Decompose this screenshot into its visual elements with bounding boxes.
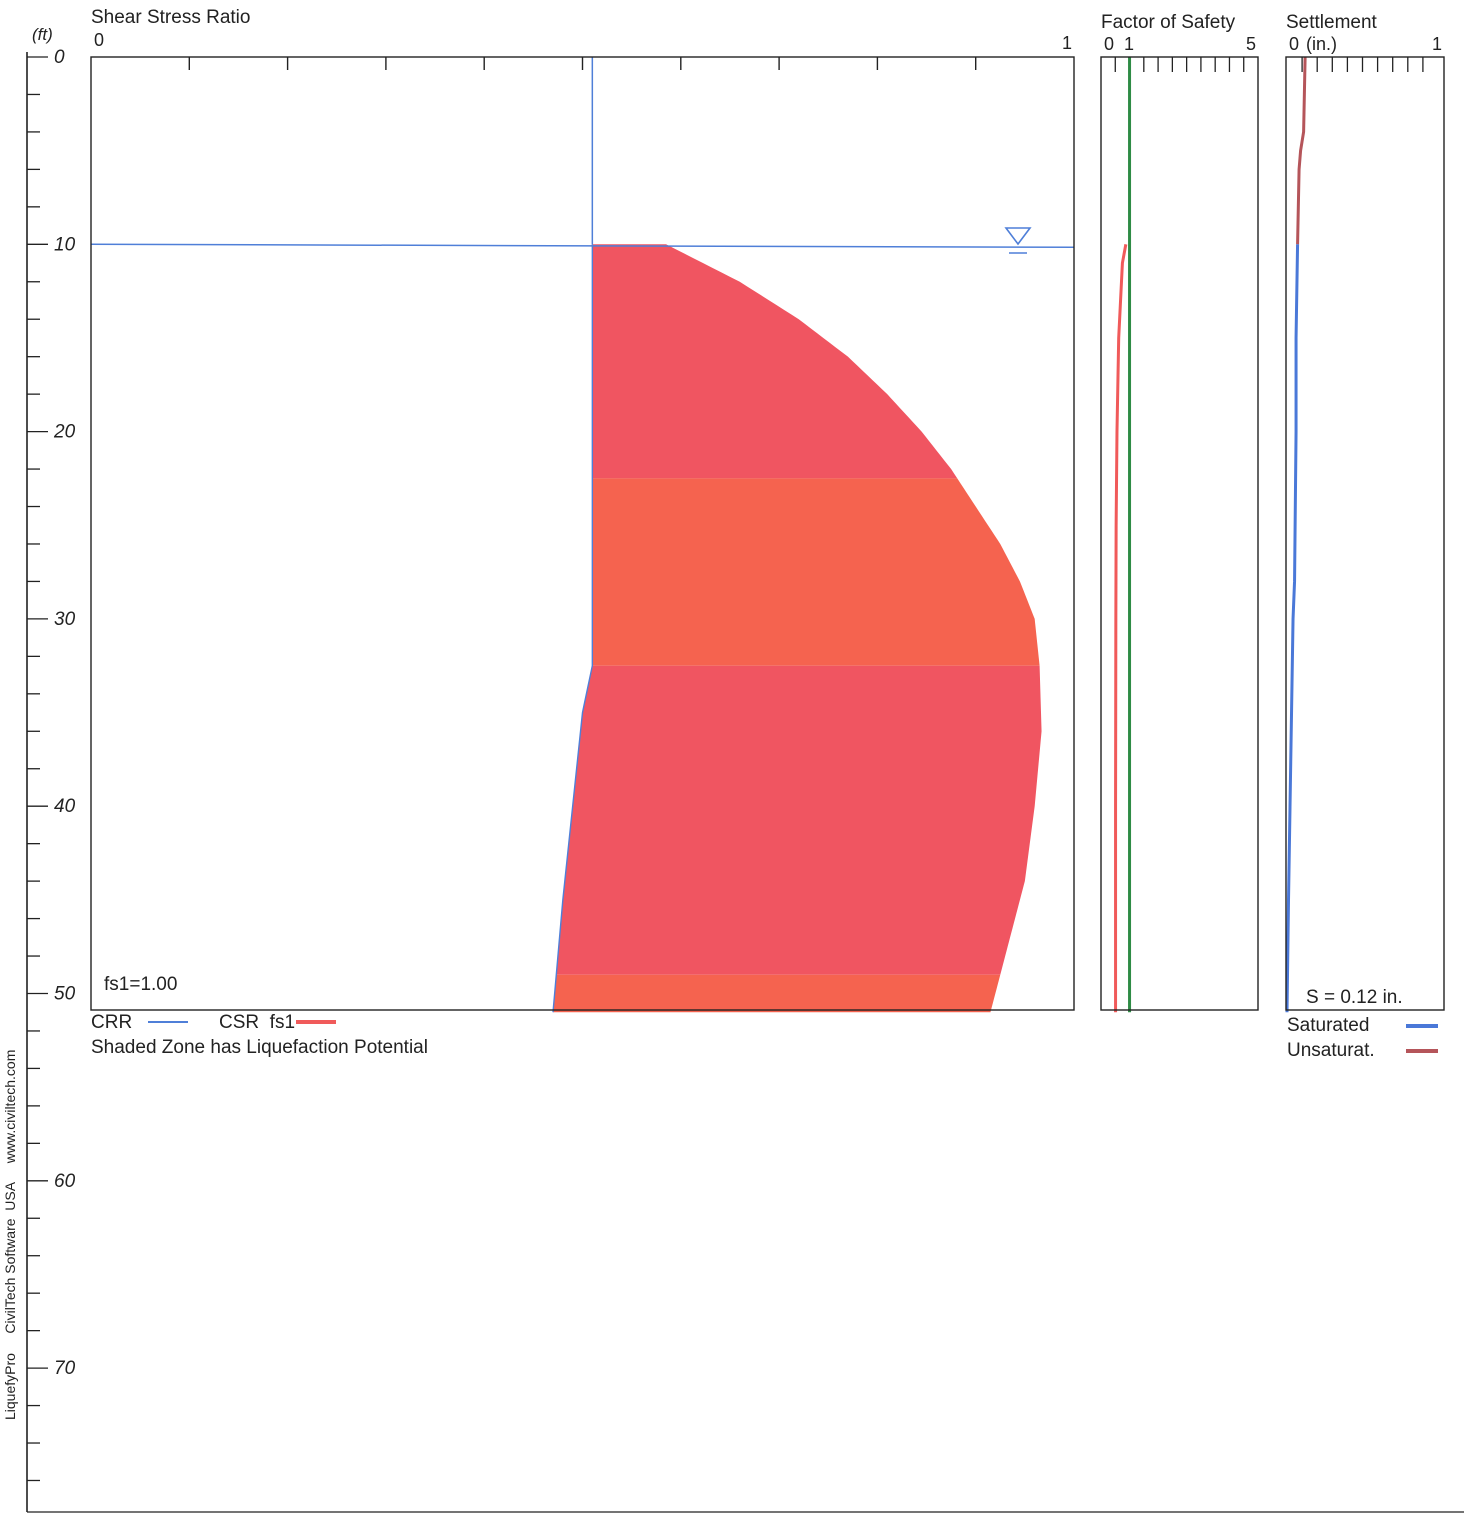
depth-tick-label: 20 <box>53 422 76 443</box>
settlement-legend: Saturated Unsaturat. <box>1287 1015 1438 1061</box>
shear-x-ticks <box>188 57 977 70</box>
water-table-line <box>90 243 1075 249</box>
crr-line-lower <box>552 244 594 1013</box>
settlement-series-line <box>1296 56 1307 245</box>
depth-unit-label: (ft) <box>32 25 53 44</box>
crr-lines <box>90 57 1075 1013</box>
depth-tick-label: 40 <box>54 796 76 817</box>
settlement-x-tick-label-0: 0 <box>1289 34 1299 54</box>
shaded-zone-caption: Shaded Zone has Liquefaction Potential <box>91 1037 428 1058</box>
liquefaction-shade-band <box>592 478 1040 666</box>
fos-series-line <box>1114 244 1128 1013</box>
legend-csr-label: CSR fs1 <box>219 1012 295 1033</box>
shear-x-tick-label-1: 1 <box>1062 33 1072 53</box>
fs1-annotation: fs1=1.00 <box>104 974 177 995</box>
shear-chart-title: Shear Stress Ratio <box>91 7 250 28</box>
legend-unsaturated-label: Unsaturat. <box>1287 1040 1375 1061</box>
software-credit-text: LiquefyPro CivilTech Software USA www.ci… <box>2 1049 18 1420</box>
fos-x-tick-label-1: 1 <box>1124 34 1134 54</box>
shear-plot-frame <box>90 56 1075 1011</box>
fos-x-ticks <box>1114 57 1245 72</box>
depth-tick-label: 60 <box>54 1171 76 1192</box>
settlement-plot-frame <box>1285 56 1445 1011</box>
legend-crr-label: CRR <box>91 1012 132 1033</box>
settlement-x-ticks <box>1301 57 1424 72</box>
fos-series <box>1114 57 1132 1013</box>
depth-tick-label: 50 <box>54 984 76 1005</box>
shear-legend: CRR CSR fs1 Shaded Zone has Liquefaction… <box>91 1012 428 1058</box>
fos-x-tick-label-5: 5 <box>1246 34 1256 54</box>
settlement-chart-title: Settlement <box>1286 12 1378 33</box>
settlement-x-tick-label-1: 1 <box>1432 34 1442 54</box>
water-table-icon <box>1004 227 1032 254</box>
liquefaction-shade-band <box>553 974 1001 1013</box>
depth-tick-label: 10 <box>54 234 76 255</box>
legend-saturated-label: Saturated <box>1287 1015 1369 1036</box>
settlement-chart: Settlement 0 (in.) 1 S = 0.12 in. Satura… <box>1285 12 1445 1061</box>
settlement-total-annotation: S = 0.12 in. <box>1306 987 1403 1008</box>
settlement-series-line <box>1285 244 1300 1013</box>
shear-x-tick-label-0: 0 <box>94 30 104 50</box>
factor-of-safety-chart: Factor of Safety 0 1 5 <box>1100 12 1259 1013</box>
settlement-series <box>1285 56 1307 1013</box>
settlement-unit-label: (in.) <box>1306 34 1337 54</box>
depth-tick-label: 0 <box>54 47 65 68</box>
depth-tick-label: 30 <box>54 609 76 630</box>
fos-chart-title: Factor of Safety <box>1101 12 1236 33</box>
fos-plot-frame <box>1100 56 1259 1011</box>
depth-tick-label: 70 <box>54 1358 76 1379</box>
shear-stress-ratio-chart: Shear Stress Ratio 0 1 fs1=1.00 CRR CSR … <box>90 7 1075 1058</box>
depth-axis-ticks: 0 10 20 30 40 50 60 70 <box>27 47 76 1482</box>
fos-x-tick-label-0: 0 <box>1104 34 1114 54</box>
liquefaction-shade-band <box>592 244 958 479</box>
liquefaction-shade-band <box>556 665 1042 975</box>
liquefaction-shaded-zone <box>553 244 1042 1013</box>
